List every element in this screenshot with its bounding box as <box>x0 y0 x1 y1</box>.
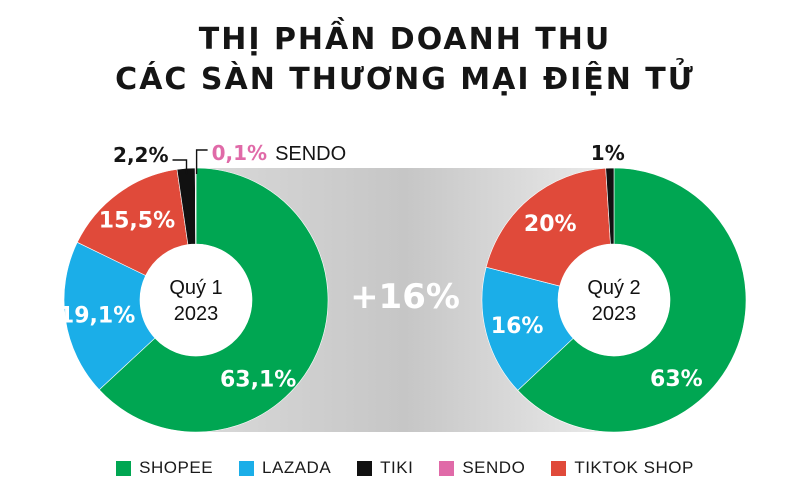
center-label-period-q1: Quý 1 <box>169 277 222 299</box>
legend-label-shopee: SHOPEE <box>139 458 214 477</box>
data-label-sendo-q1: 0,1% SENDO <box>212 141 347 165</box>
donut-hole-q1 <box>140 244 252 356</box>
growth-label: +16% <box>350 277 460 317</box>
data-label-tiktok-shop-q1: 15,5% <box>99 208 175 233</box>
title-line-1: THỊ PHẦN DOANH THU <box>198 22 612 57</box>
legend-label-sendo: SENDO <box>462 458 526 477</box>
legend: SHOPEE LAZADA TIKI SENDO TIKTOK SHOP <box>0 458 810 478</box>
leader-line-sendo-q1 <box>195 149 208 175</box>
donut-hole-q2 <box>558 244 670 356</box>
leader-line-tiki-q1 <box>172 159 188 175</box>
legend-item-lazada: LAZADA <box>239 458 331 478</box>
legend-swatch-tiktok-shop <box>551 460 567 476</box>
legend-swatch-lazada <box>239 460 255 476</box>
data-label-tiki-q2: 1% <box>591 141 625 165</box>
center-label-year-q1: 2023 <box>174 303 219 325</box>
slice-sendo-q1 <box>194 167 197 245</box>
data-label-lazada-q1: 19,1% <box>59 304 135 329</box>
legend-item-shopee: SHOPEE <box>116 458 213 478</box>
data-label-tiktok-shop-q2: 20% <box>524 212 577 237</box>
legend-label-tiktok-shop: TIKTOK SHOP <box>574 458 694 477</box>
legend-item-tiki: TIKI <box>357 458 413 478</box>
legend-label-tiki: TIKI <box>380 458 414 477</box>
data-label-shopee-q2: 63% <box>650 367 703 392</box>
legend-swatch-sendo <box>439 460 455 476</box>
slice-tiktok-shop-q2 <box>485 167 611 287</box>
legend-item-sendo: SENDO <box>439 458 525 478</box>
data-label-tiki-q1: 2,2% <box>113 143 168 167</box>
legend-item-tiktok-shop: TIKTOK SHOP <box>551 458 694 478</box>
legend-swatch-shopee <box>116 460 132 476</box>
legend-label-lazada: LAZADA <box>262 458 332 477</box>
data-label-shopee-q1: 63,1% <box>220 367 296 392</box>
center-label-year-q2: 2023 <box>592 303 637 325</box>
data-label-lazada-q2: 16% <box>491 314 544 339</box>
legend-swatch-tiki <box>357 460 373 476</box>
title-line-2: CÁC SÀN THƯƠNG MẠI ĐIỆN TỬ <box>115 62 695 97</box>
center-label-period-q2: Quý 2 <box>587 277 640 299</box>
